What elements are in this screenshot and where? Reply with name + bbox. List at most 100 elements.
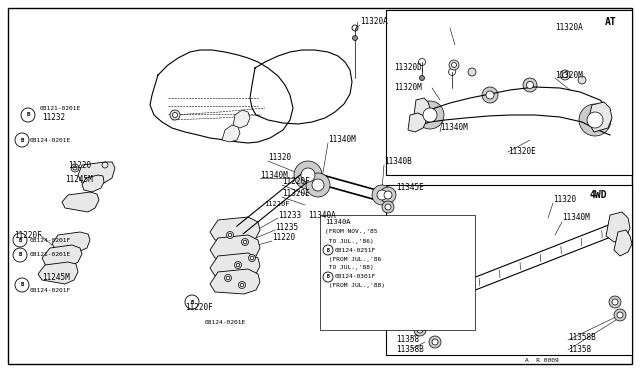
Circle shape <box>414 324 426 336</box>
Polygon shape <box>210 235 260 260</box>
Circle shape <box>248 254 255 262</box>
Text: B: B <box>190 299 194 305</box>
Circle shape <box>612 299 618 305</box>
Circle shape <box>21 108 35 122</box>
Text: 11320E: 11320E <box>508 148 536 157</box>
Text: (FROM JUL.,'86: (FROM JUL.,'86 <box>325 257 381 262</box>
Circle shape <box>372 185 392 205</box>
Polygon shape <box>78 162 115 183</box>
Polygon shape <box>606 212 630 242</box>
Circle shape <box>417 327 423 333</box>
Text: 11245M: 11245M <box>65 176 93 185</box>
Circle shape <box>301 168 315 182</box>
Circle shape <box>323 272 333 282</box>
Bar <box>386 10 632 175</box>
Circle shape <box>609 296 621 308</box>
Circle shape <box>614 309 626 321</box>
Polygon shape <box>233 110 250 128</box>
Circle shape <box>306 173 330 197</box>
Text: 08124-0201F: 08124-0201F <box>30 288 71 292</box>
Circle shape <box>416 101 444 129</box>
Circle shape <box>560 70 570 80</box>
Text: 11358B: 11358B <box>396 346 424 355</box>
Text: 11232: 11232 <box>42 113 65 122</box>
Circle shape <box>173 112 177 118</box>
Circle shape <box>13 233 27 247</box>
Text: B: B <box>20 282 24 288</box>
Circle shape <box>353 35 358 41</box>
Polygon shape <box>52 232 90 252</box>
Polygon shape <box>42 245 82 268</box>
Text: B: B <box>326 275 330 279</box>
Text: 08124-0201E: 08124-0201E <box>30 138 71 142</box>
Text: 11320: 11320 <box>553 196 576 205</box>
Text: 11220: 11220 <box>68 160 91 170</box>
Text: 11358: 11358 <box>568 346 591 355</box>
Circle shape <box>449 60 459 70</box>
Text: (FROM NOV.,'85: (FROM NOV.,'85 <box>325 230 378 234</box>
Circle shape <box>385 204 391 210</box>
Circle shape <box>384 191 392 199</box>
Circle shape <box>423 108 437 122</box>
Text: 11358B: 11358B <box>568 334 596 343</box>
Text: 11320A: 11320A <box>360 17 388 26</box>
Circle shape <box>71 164 79 172</box>
Text: 11220F: 11220F <box>14 231 42 240</box>
Polygon shape <box>62 192 99 212</box>
Text: 08121-0201E: 08121-0201E <box>40 106 81 110</box>
Circle shape <box>380 187 396 203</box>
Circle shape <box>429 336 441 348</box>
Circle shape <box>617 312 623 318</box>
Circle shape <box>13 248 27 262</box>
Text: 08124-0301F: 08124-0301F <box>335 275 376 279</box>
Text: 11340M: 11340M <box>440 124 468 132</box>
Circle shape <box>395 295 419 319</box>
Text: 4WD: 4WD <box>590 190 607 200</box>
Circle shape <box>243 240 247 244</box>
Text: 11340M: 11340M <box>562 214 589 222</box>
Circle shape <box>225 275 232 282</box>
Text: 11345E: 11345E <box>396 183 424 192</box>
Text: TO JUL.,'88): TO JUL.,'88) <box>325 266 374 270</box>
Text: B: B <box>19 237 22 243</box>
Text: 11358: 11358 <box>396 336 419 344</box>
Text: B: B <box>26 112 29 118</box>
Circle shape <box>323 245 333 255</box>
Circle shape <box>239 282 246 289</box>
Circle shape <box>294 161 322 189</box>
Text: B: B <box>326 247 330 253</box>
Circle shape <box>579 104 611 136</box>
Circle shape <box>236 263 240 267</box>
Text: 11235: 11235 <box>275 222 298 231</box>
Circle shape <box>451 62 456 67</box>
Circle shape <box>419 76 424 80</box>
Polygon shape <box>38 262 78 284</box>
Text: 11320M: 11320M <box>394 83 422 93</box>
Polygon shape <box>588 102 612 132</box>
Polygon shape <box>614 230 632 256</box>
Circle shape <box>563 73 568 77</box>
Polygon shape <box>210 269 260 294</box>
Circle shape <box>15 133 29 147</box>
Text: 08124-0251F: 08124-0251F <box>335 247 376 253</box>
Circle shape <box>228 233 232 237</box>
Text: TO JUL.,'86): TO JUL.,'86) <box>325 238 374 244</box>
Text: (FROM JUL.,'88): (FROM JUL.,'88) <box>325 283 385 289</box>
Polygon shape <box>222 125 240 142</box>
Text: 11220F: 11220F <box>264 201 289 207</box>
Circle shape <box>523 78 537 92</box>
Text: 11340A: 11340A <box>308 211 336 219</box>
Text: 11320: 11320 <box>268 154 291 163</box>
Text: 08124-0201F: 08124-0201F <box>30 237 71 243</box>
Circle shape <box>377 190 387 200</box>
Circle shape <box>240 283 244 287</box>
Bar <box>320 215 475 330</box>
Circle shape <box>486 91 494 99</box>
Circle shape <box>227 276 230 280</box>
Circle shape <box>185 295 199 309</box>
Circle shape <box>227 231 234 238</box>
Text: 11220F: 11220F <box>185 304 212 312</box>
Circle shape <box>15 278 29 292</box>
Circle shape <box>312 179 324 191</box>
Polygon shape <box>82 175 104 192</box>
